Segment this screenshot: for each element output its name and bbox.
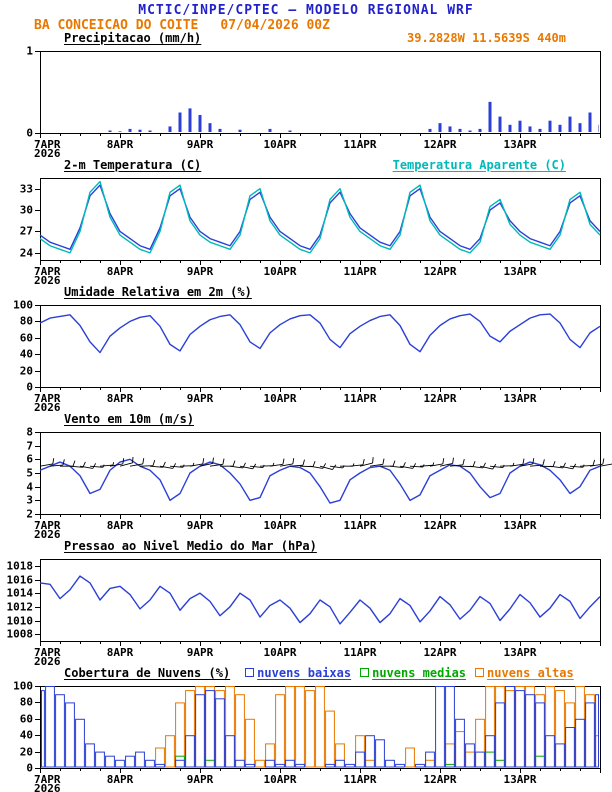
high-clouds-swatch-icon	[475, 668, 485, 677]
low-clouds-label: nuvens baixas	[257, 665, 352, 680]
station-coordinates: 39.2828W 11.5639S 440m	[407, 30, 566, 45]
panel-pressure: Pressao ao Nivel Medio do Mar (hPa)	[0, 538, 612, 665]
panel-title-wind: Vento em 10m (m/s)	[64, 411, 195, 426]
wind-chart	[0, 426, 612, 538]
model-title: MCTIC/INPE/CPTEC — MODELO REGIONAL WRF	[138, 3, 474, 18]
report-header: MCTIC/INPE/CPTEC — MODELO REGIONAL WRF B…	[0, 0, 612, 33]
panel-title-row: Umidade Relativa em 2m (%)	[0, 284, 612, 299]
pressure-chart	[0, 553, 612, 665]
panel-cloud-cover: Cobertura de Nuvens (%) nuvens baixas nu…	[0, 665, 612, 792]
panel-title-row: Pressao ao Nivel Medio do Mar (hPa)	[0, 538, 612, 553]
panel-title-humidity: Umidade Relativa em 2m (%)	[64, 284, 252, 299]
apparent-temperature-label: Temperatura Aparente (C)	[392, 157, 566, 172]
panel-title-row: Cobertura de Nuvens (%) nuvens baixas nu…	[0, 665, 612, 680]
station-name: BA CONCEICAO DO COITE	[34, 18, 199, 33]
panel-humidity: Umidade Relativa em 2m (%)	[0, 284, 612, 411]
panel-title-temperature: 2-m Temperatura (C)	[64, 157, 202, 172]
mid-clouds-swatch-icon	[360, 668, 370, 677]
station-line: BA CONCEICAO DO COITE 07/04/2026 00Z	[0, 18, 612, 33]
humidity-chart	[0, 299, 612, 411]
precipitation-chart	[0, 45, 612, 157]
panel-precipitation: Precipitacao (mm/h) 39.2828W 11.5639S 44…	[0, 30, 612, 157]
low-clouds-swatch-icon	[245, 668, 255, 677]
cloud-legend: nuvens baixas nuvens medias nuvens altas	[236, 666, 574, 680]
panel-temperature: 2-m Temperatura (C) Temperatura Aparente…	[0, 157, 612, 284]
panel-title-row: Vento em 10m (m/s)	[0, 411, 612, 426]
panel-title-pressure: Pressao ao Nivel Medio do Mar (hPa)	[64, 538, 317, 553]
cloud-cover-chart	[0, 680, 612, 792]
legend-item-high-clouds: nuvens altas	[475, 666, 574, 680]
temperature-chart	[0, 172, 612, 284]
mid-clouds-label: nuvens medias	[372, 665, 467, 680]
legend-item-low-clouds: nuvens baixas	[245, 666, 351, 680]
panel-title-precipitation: Precipitacao (mm/h)	[64, 30, 202, 45]
panel-title-row: Precipitacao (mm/h) 39.2828W 11.5639S 44…	[0, 30, 612, 45]
panel-title-cloud-cover: Cobertura de Nuvens (%)	[64, 665, 231, 680]
run-datetime: 07/04/2026 00Z	[220, 18, 330, 33]
legend-item-mid-clouds: nuvens medias	[360, 666, 466, 680]
panel-wind: Vento em 10m (m/s)	[0, 411, 612, 538]
panel-title-row: 2-m Temperatura (C) Temperatura Aparente…	[0, 157, 612, 172]
high-clouds-label: nuvens altas	[487, 665, 574, 680]
